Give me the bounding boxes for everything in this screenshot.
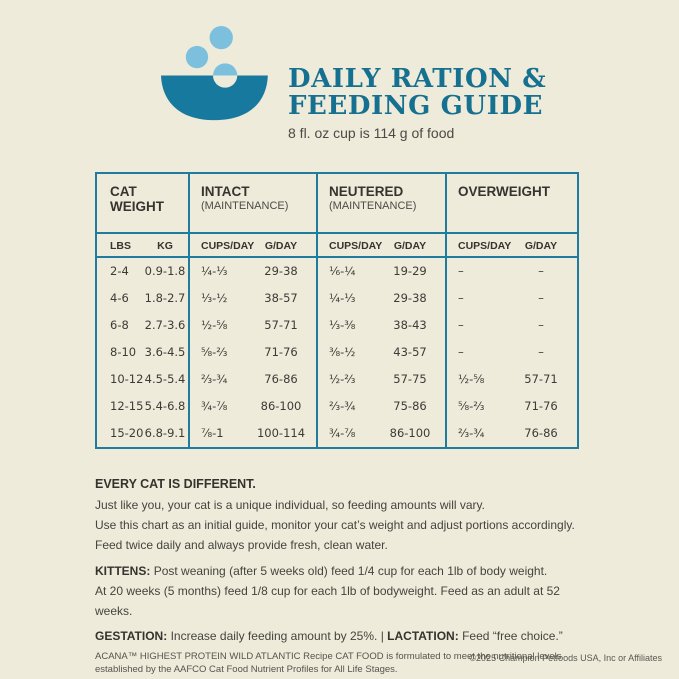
table-cell: ½-⅔ xyxy=(316,366,375,393)
table-cell: ¾-⅞ xyxy=(316,420,375,447)
group-header-neutered: NEUTERED (MAINTENANCE) xyxy=(316,174,445,232)
table-cell: ⅜-½ xyxy=(316,339,375,366)
table-cell: – xyxy=(538,318,544,332)
aafco-disclaimer: ACANA™ HIGHEST PROTEIN WILD ATLANTIC Rec… xyxy=(95,651,562,675)
table-cell: 2-4 xyxy=(110,264,129,278)
col-header-kg: KG xyxy=(157,240,173,252)
table-cell: 3.6-4.5 xyxy=(144,345,186,359)
table-cell: 38-57 xyxy=(264,291,298,305)
note-separator: | xyxy=(380,629,384,643)
table-cell: 71-76 xyxy=(524,399,558,413)
table-cell: ½-⅝ xyxy=(445,366,505,393)
cup-conversion-note: 8 fl. oz cup is 114 g of food xyxy=(288,125,455,141)
table-cell: 71-76 xyxy=(264,345,298,359)
table-cell: 4-6 xyxy=(110,291,129,305)
notes-line-2: Use this chart as an initial guide, moni… xyxy=(95,518,575,532)
table-cell: ¼-⅓ xyxy=(316,285,375,312)
gestation-text: Increase daily feeding amount by 25%. xyxy=(170,629,378,643)
table-cell: ⅓-⅜ xyxy=(316,312,375,339)
notes-line-3: Feed twice daily and always provide fres… xyxy=(95,538,388,552)
table-cell: ⅞-1 xyxy=(188,420,246,447)
table-cell: 19-29 xyxy=(393,264,427,278)
table-cell: 29-38 xyxy=(264,264,298,278)
table-cell: 57-75 xyxy=(393,372,427,386)
table-cell: 43-57 xyxy=(393,345,427,359)
kittens-note: KITTENS: Post weaning (after 5 weeks old… xyxy=(95,561,600,621)
table-cell: ¼-⅓ xyxy=(188,258,246,285)
page-title-line2: FEEDING GUIDE xyxy=(288,91,544,121)
table-cell: ⅝-⅔ xyxy=(188,339,246,366)
table-cell: ⅔-¾ xyxy=(316,393,375,420)
table-cell: 57-71 xyxy=(524,372,558,386)
table-cell: 57-71 xyxy=(264,318,298,332)
table-cell: ¾-⅞ xyxy=(188,393,246,420)
table-cell: – xyxy=(538,345,544,359)
table-cell: 75-86 xyxy=(393,399,427,413)
table-cell: – xyxy=(538,291,544,305)
table-cell: ⅙-¼ xyxy=(316,258,375,285)
table-cell: 1.8-2.7 xyxy=(144,291,186,305)
header: DAILY RATION & FEEDING GUIDE 8 fl. oz cu… xyxy=(288,64,547,142)
kittens-line-2: At 20 weeks (5 months) feed 1/8 cup for … xyxy=(95,584,560,618)
table-cell: 100-114 xyxy=(256,426,306,440)
table-cell: 2.7-3.6 xyxy=(144,318,186,332)
table-group-header-row: CAT WEIGHT INTACT (MAINTENANCE) NEUTERED… xyxy=(97,174,577,232)
notes-line-1: Just like you, your cat is a unique indi… xyxy=(95,498,485,512)
table-subheader-row: LBS KG CUPS/DAY G/DAY CUPS/DAY G/DAY CUP… xyxy=(97,232,577,258)
group-header-cat-weight: CAT WEIGHT xyxy=(110,184,164,214)
kittens-text-1: Post weaning (after 5 weeks old) feed 1/… xyxy=(153,564,548,578)
notes-section: EVERY CAT IS DIFFERENT. Just like you, y… xyxy=(95,477,600,676)
feeding-table: CAT WEIGHT INTACT (MAINTENANCE) NEUTERED… xyxy=(95,172,579,449)
table-cell: 86-100 xyxy=(389,426,431,440)
col-header-lbs: LBS xyxy=(110,240,131,252)
kittens-line-1: KITTENS: Post weaning (after 5 weeks old… xyxy=(95,561,600,581)
table-cell: 38-43 xyxy=(393,318,427,332)
table-cell: 10-12 xyxy=(110,372,144,386)
col-header-overweight-g: G/DAY xyxy=(524,240,558,252)
col-header-neutered-cups: CUPS/DAY xyxy=(316,234,382,258)
table-cell: 76-86 xyxy=(264,372,298,386)
table-cell: – xyxy=(445,258,505,285)
table-cell: 15-20 xyxy=(110,426,144,440)
table-cell: 86-100 xyxy=(260,399,302,413)
table-cell: 5.4-6.8 xyxy=(144,399,186,413)
table-cell: – xyxy=(445,312,505,339)
table-cell: – xyxy=(445,339,505,366)
table-cell: ⅔-¾ xyxy=(188,366,246,393)
col-header-intact-g: G/DAY xyxy=(264,240,298,252)
gestation-lactation-note: GESTATION: Increase daily feeding amount… xyxy=(95,626,600,646)
table-cell: 4.5-5.4 xyxy=(144,372,186,386)
table-cell: 12-15 xyxy=(110,399,144,413)
col-header-overweight-cups: CUPS/DAY xyxy=(445,234,511,258)
table-cell: 0.9-1.8 xyxy=(144,264,186,278)
table-cell: – xyxy=(445,285,505,312)
gestation-label: GESTATION: xyxy=(95,629,168,643)
table-body: 2-4 0.9-1.8 ¼-⅓ 29-38 ⅙-¼ 19-29– –4-6 1.8-2.7 ⅓-… xyxy=(97,258,577,447)
col-header-neutered-g: G/DAY xyxy=(393,240,427,252)
table-cell: 8-10 xyxy=(110,345,137,359)
group-header-intact: INTACT (MAINTENANCE) xyxy=(188,174,316,232)
table-cell: ⅓-½ xyxy=(188,285,246,312)
food-bowl-with-kibble-icon xyxy=(154,25,271,131)
page-title-line1: DAILY RATION & xyxy=(288,64,547,94)
copyright-text: ©2025 Champion Petfoods USA, Inc or Affi… xyxy=(469,653,662,663)
table-cell: 29-38 xyxy=(393,291,427,305)
notes-heading: EVERY CAT IS DIFFERENT. xyxy=(95,477,256,491)
table-cell: – xyxy=(538,264,544,278)
kittens-label: KITTENS: xyxy=(95,564,151,578)
lactation-label: LACTATION: xyxy=(387,629,459,643)
table-cell: ⅔-¾ xyxy=(445,420,505,447)
lactation-text: Feed “free choice.” xyxy=(462,629,563,643)
table-cell: 6-8 xyxy=(110,318,129,332)
table-cell: ⅝-⅔ xyxy=(445,393,505,420)
group-header-overweight: OVERWEIGHT xyxy=(445,174,577,232)
col-header-intact-cups: CUPS/DAY xyxy=(188,234,254,258)
table-cell: ½-⅝ xyxy=(188,312,246,339)
table-cell: 76-86 xyxy=(524,426,558,440)
table-cell: 6.8-9.1 xyxy=(144,426,186,440)
